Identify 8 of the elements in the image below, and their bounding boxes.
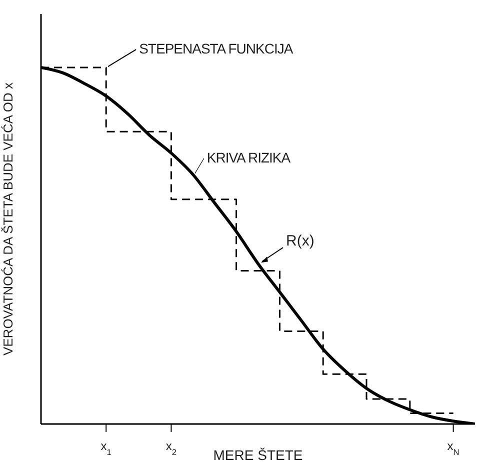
annotation: R(x): [286, 232, 314, 250]
x-tick-label: x$_{1}$: [100, 439, 112, 457]
y-axis-title: VEROVATNOĆA DA ŠTETA BUDE VEĆA OD x: [0, 82, 16, 356]
x-tick-label: x$_{N}$: [447, 439, 460, 457]
legend-label: STEPENASTA FUNKCIJA: [139, 40, 294, 56]
x-axis-title: MERE ŠTETE: [213, 447, 303, 462]
legend-label: KRIVA RIZIKA: [206, 149, 292, 166]
x-tick-label: x$_{2}$: [166, 439, 177, 457]
